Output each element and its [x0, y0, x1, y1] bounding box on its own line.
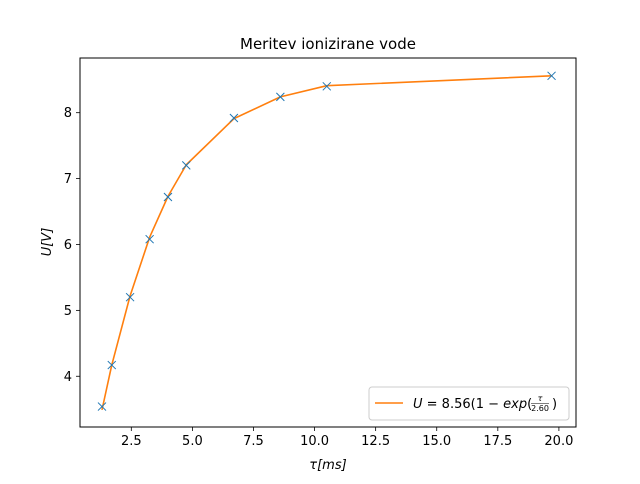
x-tick-label: 5.0 [182, 434, 203, 449]
data-point [125, 292, 135, 302]
x-tick-label: 20.0 [544, 434, 573, 449]
y-tick-label: 5 [64, 304, 72, 319]
x-tick-label: 17.5 [483, 434, 512, 449]
legend-prefix: U [413, 397, 423, 412]
data-point [163, 192, 173, 202]
chart-title: Meritev ionizirane vode [240, 35, 416, 53]
x-tick-label: 7.5 [243, 434, 264, 449]
plot-frame [79, 57, 577, 428]
x-axis-label: τ[ms] [309, 458, 346, 473]
legend-frac-denominator: 2.60 [531, 404, 549, 413]
legend-func: exp [503, 397, 527, 412]
data-point [107, 360, 117, 370]
legend-equals: = 8.56(1 − [423, 397, 504, 412]
y-tick-label: 4 [64, 370, 72, 385]
data-point [547, 71, 556, 81]
legend-close-paren: ) [552, 397, 557, 412]
x-axis: 2.5 5.0 7.5 10.0 12.5 15.0 17.5 20.0 [121, 427, 573, 449]
series-layer [97, 71, 556, 411]
data-point [145, 234, 154, 244]
data-point [322, 81, 332, 91]
legend-frac-numerator: τ [538, 394, 543, 403]
data-point [276, 92, 285, 102]
y-axis: 4 5 6 7 8 [64, 106, 80, 385]
x-tick-label: 2.5 [121, 434, 142, 449]
legend-open-paren: ( [527, 397, 532, 412]
fit-line [101, 74, 552, 411]
y-axis-label: U[V] [40, 228, 55, 257]
legend: U = 8.56(1 − exp( τ 2.60 ) [368, 386, 570, 421]
data-point [229, 113, 239, 123]
data-point [181, 161, 191, 170]
y-tick-label: 7 [64, 172, 72, 187]
y-tick-label: 6 [64, 238, 72, 253]
y-tick-label: 8 [64, 106, 72, 121]
legend-label: U = 8.56(1 − exp( [413, 397, 532, 412]
x-tick-label: 12.5 [361, 434, 390, 449]
legend-box [368, 386, 570, 421]
x-tick-label: 15.0 [422, 434, 451, 449]
data-point [97, 402, 107, 411]
x-tick-label: 10.0 [300, 434, 329, 449]
